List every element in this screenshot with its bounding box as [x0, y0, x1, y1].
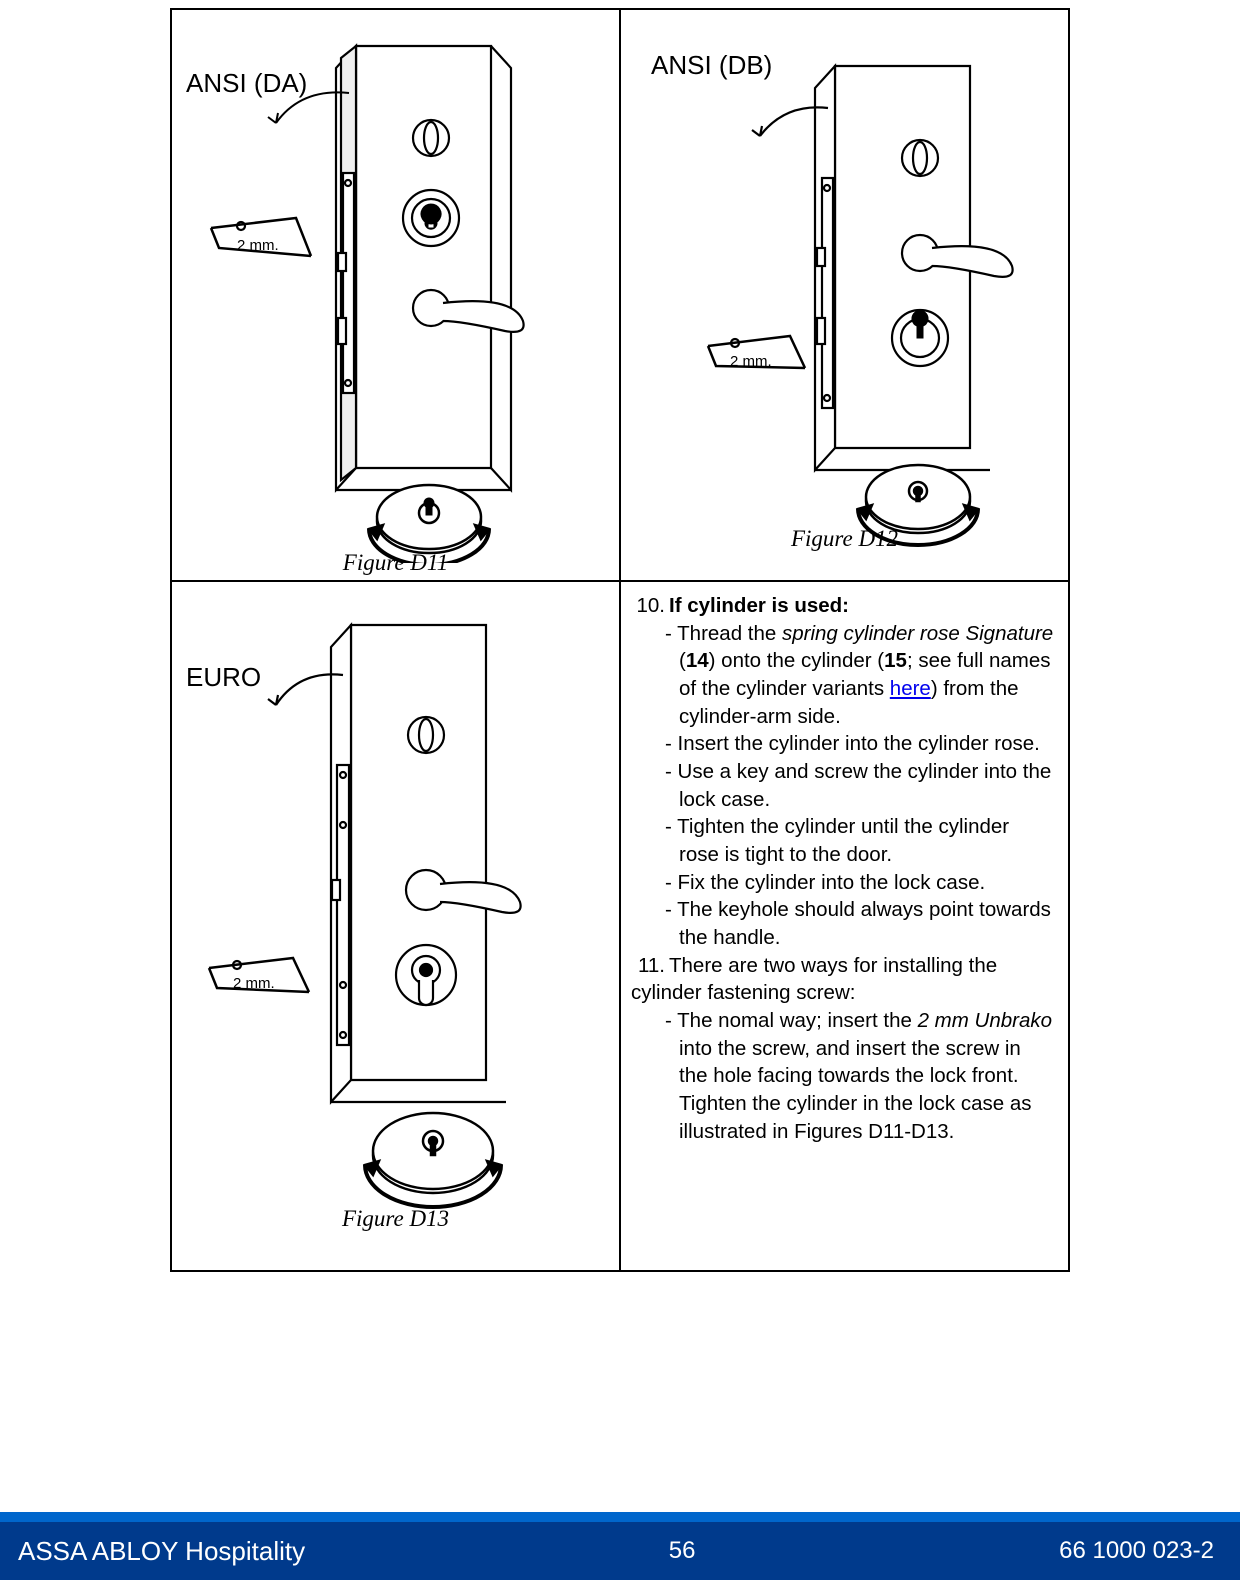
page-footer: ASSA ABLOY Hospitality 56 66 1000 023-2	[0, 1522, 1240, 1580]
footer-page-number: 56	[669, 1537, 696, 1565]
instruction-text: 10.If cylinder is used: - Thread the spr…	[629, 590, 1060, 1147]
variant-label: ANSI (DA)	[186, 68, 307, 99]
footer-accent	[0, 1512, 1240, 1522]
variant-label: EURO	[186, 662, 261, 693]
callout-text: 2 mm.	[237, 237, 279, 254]
footer-brand: ASSA ABLOY Hospitality	[18, 1536, 305, 1567]
lock-diagram-ansi-db-icon: 2 mm.	[630, 18, 1060, 563]
page-content: ANSI (DA)	[0, 0, 1240, 1272]
step-number: 10.	[631, 592, 665, 620]
figure-caption: Figure D11	[343, 550, 448, 576]
figure-cell-d13: EURO	[172, 582, 621, 1270]
footer-doc-number: 66 1000 023-2	[1059, 1537, 1214, 1565]
step-number: 11.	[631, 952, 665, 980]
table-row: ANSI (DA)	[172, 10, 1068, 582]
figure-table: ANSI (DA)	[170, 8, 1070, 1272]
figure-cell-d12: ANSI (DB)	[621, 10, 1068, 580]
variant-label: ANSI (DB)	[651, 50, 772, 81]
here-link[interactable]: here	[890, 677, 931, 700]
callout-text: 2 mm.	[730, 353, 772, 370]
figure-caption: Figure D12	[791, 526, 898, 552]
figure-cell-d11: ANSI (DA)	[172, 10, 621, 580]
lock-diagram-ansi-da-icon: 2 mm.	[181, 18, 611, 563]
instructions-cell: 10.If cylinder is used: - Thread the spr…	[621, 582, 1068, 1270]
step-heading: If cylinder is used:	[669, 594, 849, 617]
callout-text: 2 mm.	[233, 975, 275, 992]
figure-caption: Figure D13	[342, 1206, 449, 1232]
table-row: EURO	[172, 582, 1068, 1270]
